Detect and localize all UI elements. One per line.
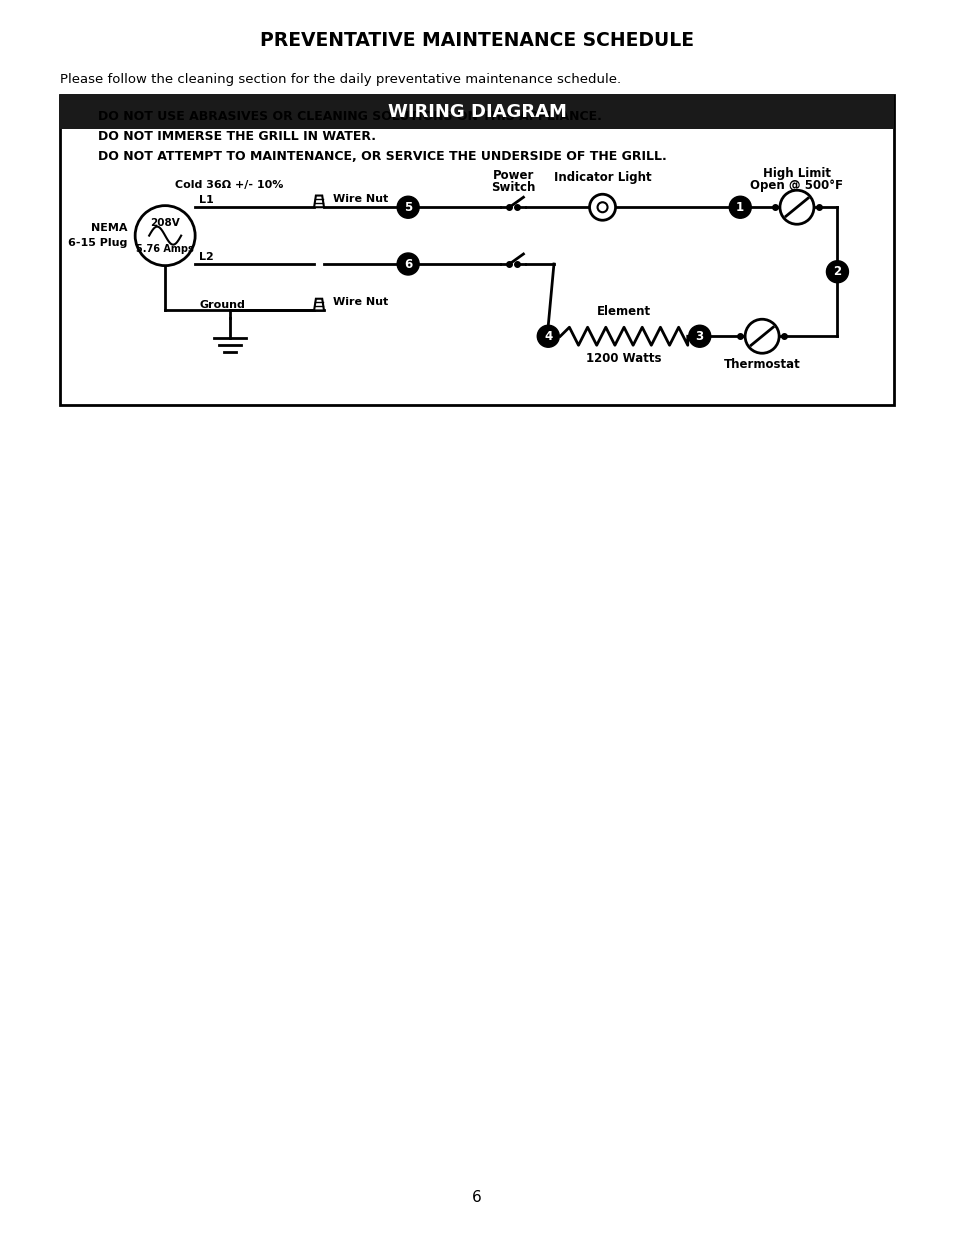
Circle shape (537, 325, 558, 347)
Text: 5.76 Amps: 5.76 Amps (136, 243, 193, 253)
Circle shape (780, 190, 813, 225)
Circle shape (589, 194, 615, 220)
FancyArrow shape (71, 153, 90, 161)
Bar (60, 95, 893, 128)
Text: 6: 6 (404, 258, 412, 270)
Circle shape (396, 196, 418, 219)
Circle shape (396, 253, 418, 275)
Circle shape (744, 319, 779, 353)
Text: Switch: Switch (491, 180, 535, 194)
Text: DO NOT USE ABRASIVES OR CLEANING SOLUTIONS ON THIS APPLIANCE.: DO NOT USE ABRASIVES OR CLEANING SOLUTIO… (98, 110, 601, 124)
Text: DO NOT IMMERSE THE GRILL IN WATER.: DO NOT IMMERSE THE GRILL IN WATER. (98, 131, 375, 143)
Text: Cold 36Ω +/- 10%: Cold 36Ω +/- 10% (175, 180, 283, 190)
Text: 3: 3 (695, 330, 703, 343)
Text: 5: 5 (404, 201, 412, 214)
Text: L2: L2 (199, 252, 213, 262)
Circle shape (825, 261, 847, 283)
Circle shape (597, 203, 607, 212)
Text: 2: 2 (833, 266, 841, 278)
Circle shape (688, 325, 710, 347)
Text: 1200 Watts: 1200 Watts (586, 352, 661, 364)
Text: PREVENTATIVE MAINTENANCE SCHEDULE: PREVENTATIVE MAINTENANCE SCHEDULE (260, 31, 693, 49)
Text: 208V: 208V (151, 217, 180, 227)
FancyArrow shape (71, 112, 90, 121)
Text: DO NOT ATTEMPT TO MAINTENANCE, OR SERVICE THE UNDERSIDE OF THE GRILL.: DO NOT ATTEMPT TO MAINTENANCE, OR SERVIC… (98, 151, 666, 163)
Polygon shape (314, 299, 324, 310)
Text: Open @ 500°F: Open @ 500°F (750, 179, 842, 191)
Text: Thermostat: Thermostat (723, 358, 800, 370)
Polygon shape (314, 195, 324, 207)
Text: 4: 4 (543, 330, 552, 343)
Circle shape (728, 196, 750, 219)
Text: High Limit: High Limit (762, 167, 830, 180)
Text: 1: 1 (736, 201, 743, 214)
Text: 6-15 Plug: 6-15 Plug (68, 237, 127, 248)
Text: WIRING DIAGRAM: WIRING DIAGRAM (387, 103, 566, 121)
Bar (60, 95, 893, 405)
Text: Indicator Light: Indicator Light (553, 170, 651, 184)
Text: L1: L1 (199, 195, 213, 205)
Text: NEMA: NEMA (91, 222, 127, 232)
Text: Wire Nut: Wire Nut (333, 194, 388, 204)
Text: Wire Nut: Wire Nut (333, 298, 388, 308)
Text: Please follow the cleaning section for the daily preventative maintenance schedu: Please follow the cleaning section for t… (60, 74, 620, 86)
FancyArrow shape (71, 133, 90, 141)
Text: Power: Power (493, 169, 534, 182)
Text: 6: 6 (472, 1189, 481, 1204)
Text: Element: Element (597, 305, 650, 317)
Circle shape (135, 205, 195, 266)
Text: Ground: Ground (199, 300, 245, 310)
